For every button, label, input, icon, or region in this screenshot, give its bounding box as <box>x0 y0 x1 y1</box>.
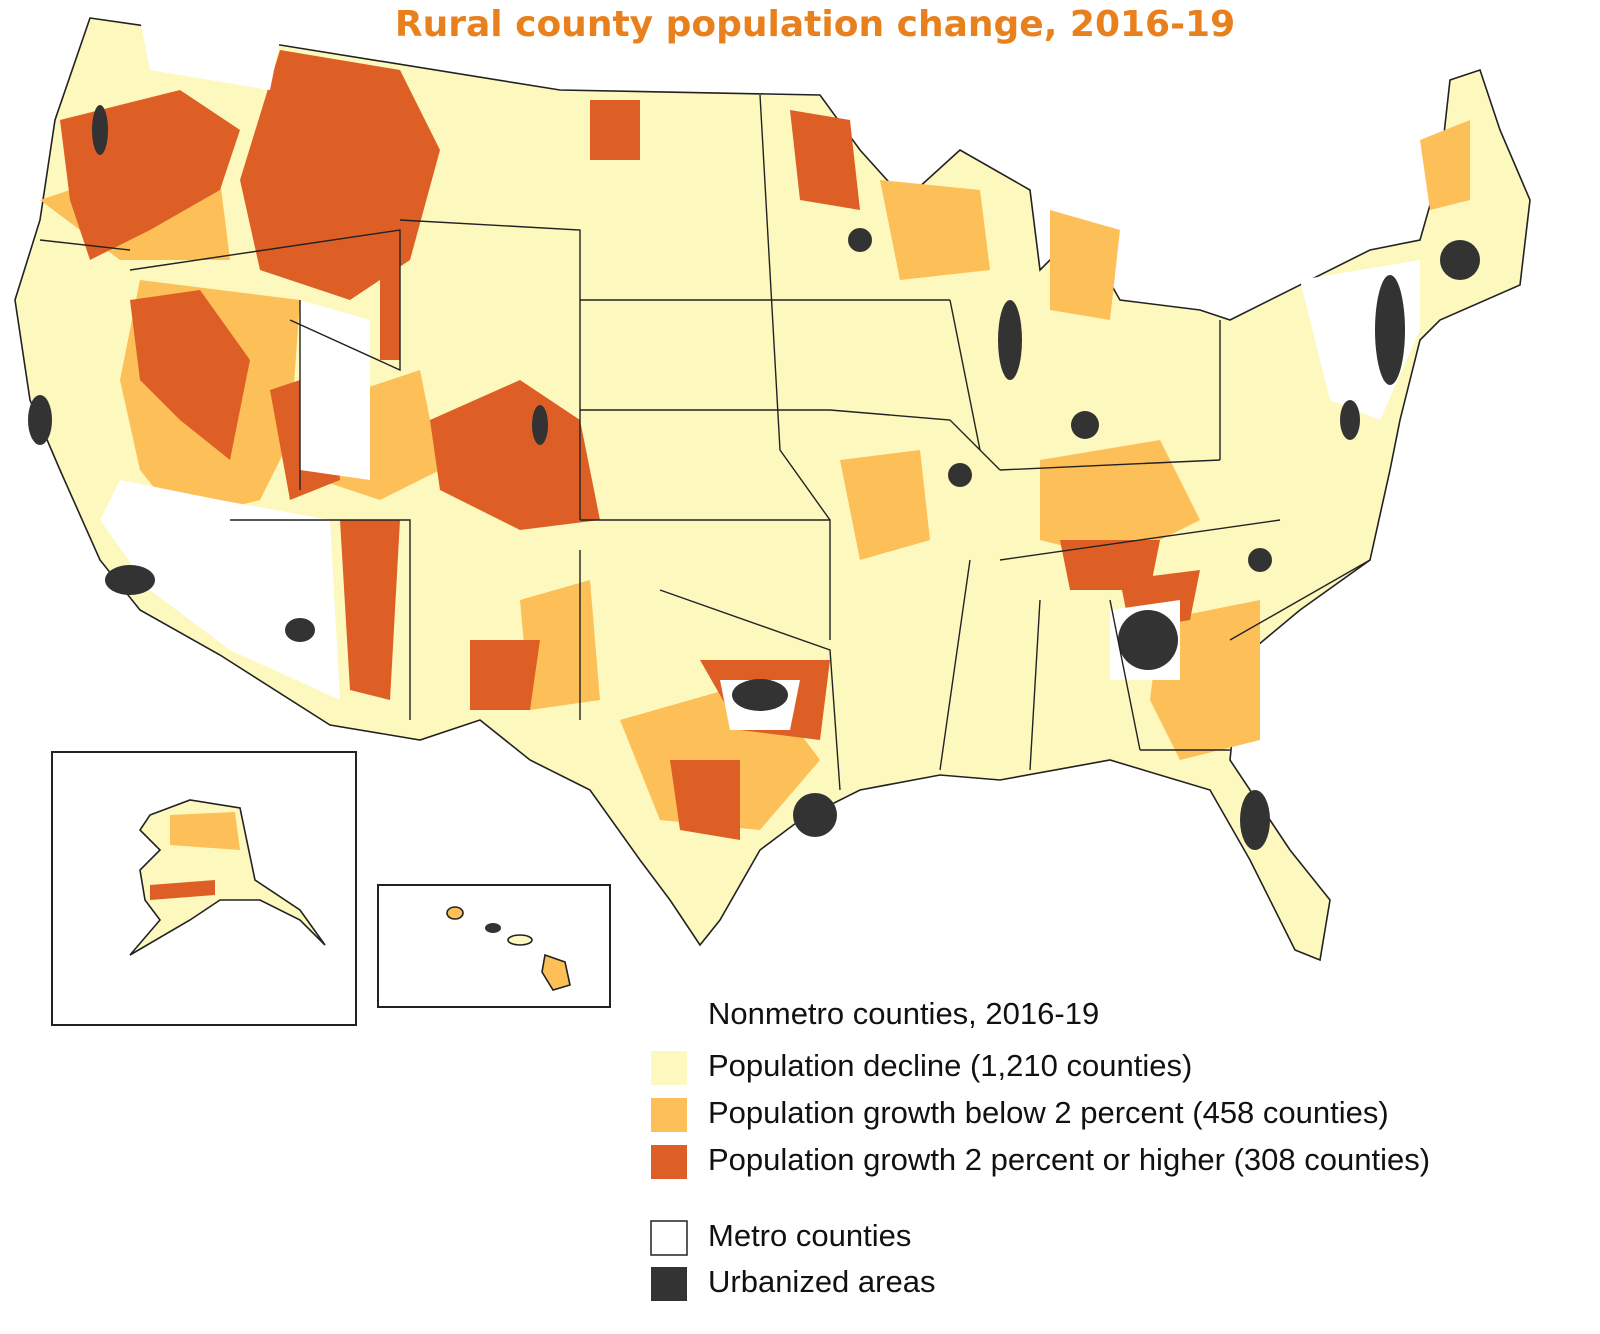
legend-title: Nonmetro counties, 2016-19 <box>708 996 1099 1031</box>
metro-county <box>140 20 280 90</box>
region <box>1050 210 1120 320</box>
legend-label: Urbanized areas <box>708 1264 935 1299</box>
legend-label: Metro counties <box>708 1218 911 1253</box>
legend-label: Population decline (1,210 counties) <box>708 1048 1192 1083</box>
region <box>790 110 860 210</box>
urban-area <box>1240 790 1270 850</box>
island <box>485 923 501 933</box>
island <box>541 953 571 991</box>
urban-area <box>285 618 315 642</box>
urban-area <box>732 679 788 711</box>
legend-swatch <box>651 1145 687 1179</box>
legend-swatch <box>650 1220 688 1256</box>
urban-area <box>948 463 972 487</box>
island <box>446 906 464 920</box>
urban-area <box>1071 411 1099 439</box>
urban-area <box>1118 610 1178 670</box>
island <box>507 934 533 946</box>
urban-area <box>998 300 1022 380</box>
urban-area <box>28 395 52 445</box>
urban-area <box>105 565 155 595</box>
metro-county <box>300 300 370 480</box>
urban-area <box>1440 240 1480 280</box>
urban-area <box>793 793 837 837</box>
region <box>1420 120 1470 210</box>
metro-county <box>100 480 340 700</box>
growth-low-regions <box>40 120 1470 830</box>
lower-48-map <box>14 17 1531 962</box>
urban-area <box>1375 275 1405 385</box>
state-borders <box>39 94 1371 791</box>
region <box>340 520 400 700</box>
legend-swatch <box>651 1098 687 1132</box>
region <box>470 640 540 710</box>
urban-areas <box>28 105 1480 850</box>
urban-area <box>848 228 872 252</box>
region <box>380 230 400 360</box>
region <box>130 290 250 460</box>
legend-swatch <box>651 1267 687 1301</box>
alaska-inset <box>51 751 357 1026</box>
urban-area <box>1248 548 1272 572</box>
region <box>880 180 990 280</box>
legend-label: Population growth below 2 percent (458 c… <box>708 1095 1389 1130</box>
legend: Nonmetro counties, 2016-19 Population de… <box>650 996 1430 1301</box>
urban-area <box>92 105 108 155</box>
map-title: Rural county population change, 2016-19 <box>395 4 1235 45</box>
region <box>430 380 600 530</box>
urban-area <box>532 405 548 445</box>
region <box>170 812 240 850</box>
inset-frame <box>377 884 611 1008</box>
hawaii-inset <box>377 884 611 1008</box>
legend-label: Population growth 2 percent or higher (3… <box>708 1142 1430 1177</box>
urban-area <box>1340 400 1360 440</box>
region <box>1060 540 1160 590</box>
region <box>150 880 215 900</box>
legend-swatch <box>651 1051 687 1085</box>
region <box>840 450 930 560</box>
region <box>590 100 640 160</box>
region <box>670 760 740 840</box>
region <box>1040 440 1200 560</box>
